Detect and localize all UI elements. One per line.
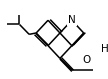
Text: N: N	[68, 15, 76, 25]
Text: H: H	[101, 44, 108, 54]
Text: O: O	[82, 55, 91, 65]
